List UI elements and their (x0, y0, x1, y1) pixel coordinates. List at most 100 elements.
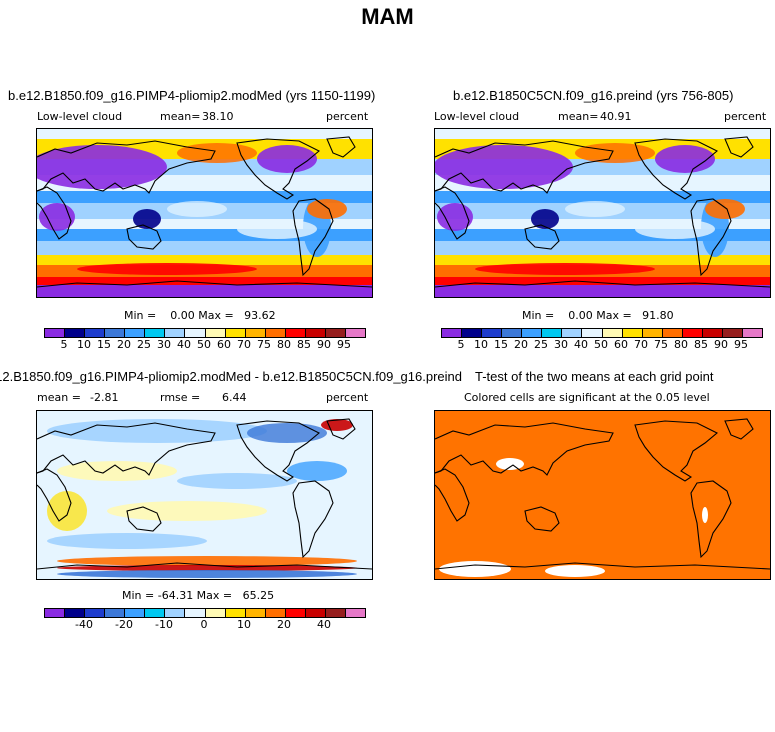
cloud-field-map (435, 129, 770, 297)
colorbar-swatch (325, 609, 346, 617)
colorbar-tick-label: 20 (514, 338, 528, 351)
panel1-variable: Low-level cloud (37, 110, 123, 123)
colorbar-tick-label: 20 (117, 338, 131, 351)
colorbar-swatch (742, 329, 762, 337)
colorbar-tick-label: 5 (457, 338, 465, 351)
colorbar-tick-label: 5 (60, 338, 68, 351)
panel3-rmse-label: rmse = (160, 391, 201, 404)
colorbar-tick-label: 10 (474, 338, 488, 351)
panel1-minmax: Min = 0.00 Max = 93.62 (124, 309, 276, 322)
panel2-units: percent (724, 110, 767, 123)
panel2-map (434, 128, 771, 298)
colorbar-swatch (185, 329, 206, 337)
colorbar-swatch (622, 329, 643, 337)
colorbar-swatch (225, 329, 246, 337)
colorbar-swatch (482, 329, 503, 337)
panel3-units: percent (326, 391, 369, 404)
colorbar-tick-label: 90 (317, 338, 331, 351)
colorbar-swatch (702, 329, 723, 337)
colorbar-tick-label: 50 (197, 338, 211, 351)
panel3-rmse: 6.44 (222, 391, 247, 404)
colorbar-swatch (145, 329, 166, 337)
colorbar-swatch (85, 329, 106, 337)
colorbar-tick-label: 60 (217, 338, 231, 351)
colorbar-swatch (325, 329, 346, 337)
panel3-mean-label: mean = (37, 391, 81, 404)
panel1-mean: 38.10 (202, 110, 234, 123)
colorbar-tick-label: 80 (674, 338, 688, 351)
colorbar-swatch (65, 609, 86, 617)
panel2-minmax: Min = 0.00 Max = 91.80 (522, 309, 674, 322)
panel1-units: percent (326, 110, 369, 123)
significance-map (435, 411, 770, 579)
colorbar-swatch (125, 329, 146, 337)
colorbar-swatch (105, 609, 126, 617)
panel1-map (36, 128, 373, 298)
colorbar-swatch (145, 609, 166, 617)
colorbar-swatch (205, 609, 226, 617)
colorbar-tick-label: 25 (534, 338, 548, 351)
colorbar-swatch (265, 329, 286, 337)
colorbar-tick-label: 95 (734, 338, 748, 351)
panel3-map (36, 410, 373, 580)
colorbar-swatch (345, 609, 365, 617)
panel3-colorbar-ticks: -40 -20 -10 0 10 20 40 (44, 618, 364, 632)
colorbar-swatch (562, 329, 583, 337)
colorbar-swatch (185, 609, 206, 617)
colorbar-swatch (305, 609, 326, 617)
colorbar-tick-label: 95 (337, 338, 351, 351)
colorbar-swatch (285, 609, 306, 617)
colorbar-swatch (722, 329, 743, 337)
colorbar-swatch (345, 329, 365, 337)
colorbar-tick-label: 15 (494, 338, 508, 351)
colorbar-tick-label: 75 (654, 338, 668, 351)
colorbar-swatch (305, 329, 326, 337)
colorbar-tick-label: 10 (77, 338, 91, 351)
panel3-colorbar (44, 608, 366, 618)
colorbar-tick-label: 70 (634, 338, 648, 351)
panel3-minmax: Min = -64.31 Max = 65.25 (122, 589, 275, 602)
colorbar-tick-label: 40 (574, 338, 588, 351)
colorbar-tick-label: -20 (115, 618, 133, 631)
colorbar-tick-label: 10 (237, 618, 251, 631)
colorbar-tick-label: 80 (277, 338, 291, 351)
colorbar-swatch (502, 329, 523, 337)
colorbar-tick-label: 50 (594, 338, 608, 351)
panel2-colorbar (441, 328, 763, 338)
colorbar-swatch (125, 609, 146, 617)
colorbar-swatch (265, 609, 286, 617)
colorbar-tick-label: 70 (237, 338, 251, 351)
cloud-field-map (37, 129, 372, 297)
colorbar-tick-label: 25 (137, 338, 151, 351)
colorbar-tick-label: 30 (157, 338, 171, 351)
panel2-colorbar-ticks: 5 10 15 20 25 30 40 50 60 70 75 80 85 90 95 (441, 338, 761, 352)
panel2-mean-label: mean= (558, 110, 599, 123)
colorbar-swatch (285, 329, 306, 337)
panel4-title: T-test of the two means at each grid poi… (475, 369, 714, 384)
colorbar-tick-label: 15 (97, 338, 111, 351)
panel2-variable: Low-level cloud (434, 110, 520, 123)
colorbar-tick-label: 90 (714, 338, 728, 351)
colorbar-swatch (602, 329, 623, 337)
panel3-title: b.e12.B1850.f09_g16.PIMP4-pliomip2.modMe… (0, 369, 462, 384)
colorbar-swatch (45, 329, 66, 337)
colorbar-swatch (642, 329, 663, 337)
colorbar-swatch (105, 329, 126, 337)
colorbar-swatch (85, 609, 106, 617)
colorbar-tick-label: 40 (177, 338, 191, 351)
colorbar-swatch (65, 329, 86, 337)
panel4-map (434, 410, 771, 580)
colorbar-swatch (165, 329, 186, 337)
colorbar-tick-label: 20 (277, 618, 291, 631)
colorbar-swatch (522, 329, 543, 337)
colorbar-swatch (582, 329, 603, 337)
colorbar-tick-label: 60 (614, 338, 628, 351)
figure-title: MAM (361, 4, 414, 29)
colorbar-tick-label: -40 (75, 618, 93, 631)
colorbar-tick-label: 85 (694, 338, 708, 351)
panel1-colorbar-ticks: 5 10 15 20 25 30 40 50 60 70 75 80 85 90 95 (44, 338, 364, 352)
colorbar-tick-label: 30 (554, 338, 568, 351)
colorbar-tick-label: 85 (297, 338, 311, 351)
panel3-mean: -2.81 (90, 391, 119, 404)
colorbar-swatch (442, 329, 463, 337)
